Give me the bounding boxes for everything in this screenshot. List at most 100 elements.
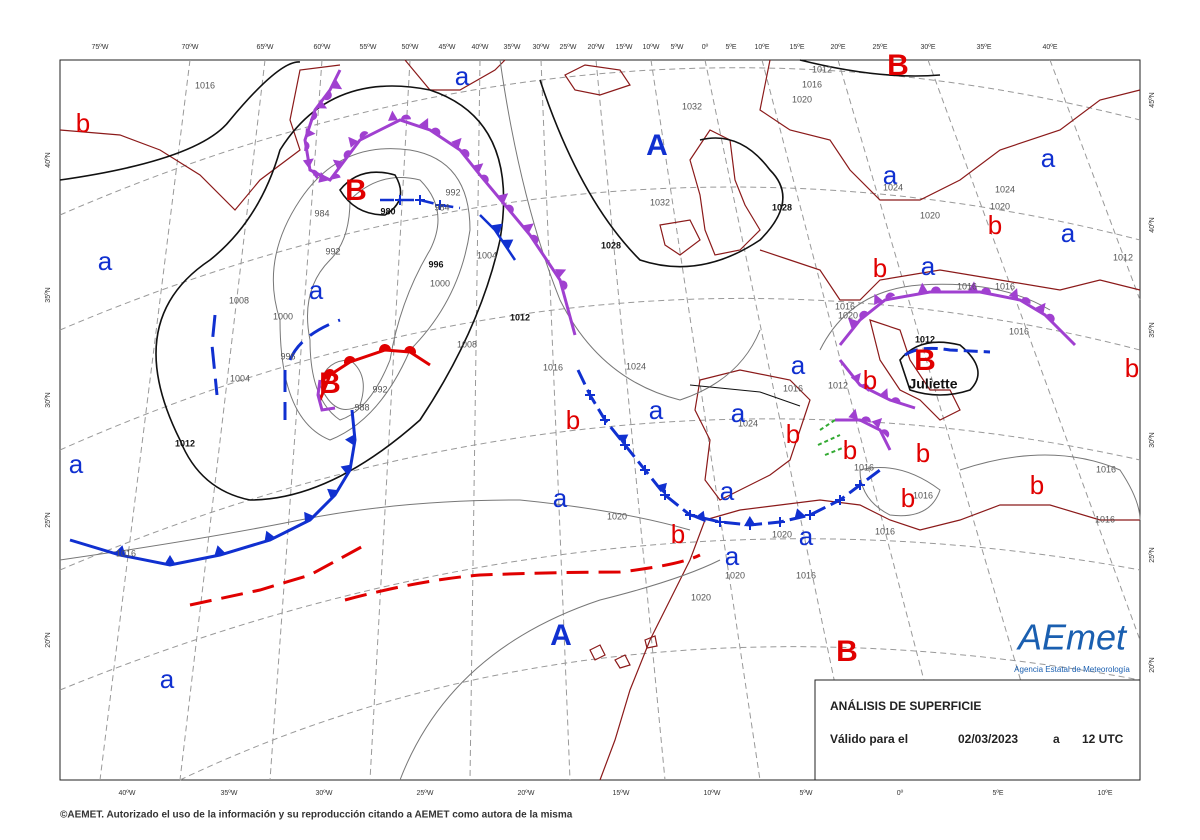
isobar-label: 1004 [230,373,250,383]
longitude-label: 25ºW [417,790,434,797]
pressure-zone: a [799,521,814,551]
pressure-center: A [550,619,572,652]
pressure-zone: a [791,350,806,380]
pressure-zone: a [309,275,324,305]
pressure-zone: a [649,395,664,425]
pressure-zone: a [921,251,936,281]
longitude-label: 35ºW [221,790,238,797]
longitude-label: 35ºW [504,44,521,51]
isobar-label: 1000 [430,278,450,288]
longitude-label: 60ºW [314,44,331,51]
isobar-label: 988 [354,402,369,412]
pressure-zone: b [566,405,580,435]
pressure-zone: a [883,160,898,190]
latitude-label: 20ºN [45,632,52,647]
longitude-label: 20ºW [588,44,605,51]
longitude-label: 30ºW [316,790,333,797]
isobar-label: 1020 [920,210,940,220]
pressure-center: B [887,49,909,82]
logo-name: AEmet [1016,617,1128,658]
isobar-label: 1016 [195,80,215,90]
latitude-label: 40ºN [1149,217,1156,232]
longitude-label: 40ºE [1042,44,1057,51]
latitude-label: 35ºN [1149,322,1156,337]
longitude-label: 0º [702,44,709,51]
valid-label: Válido para el [830,732,908,746]
isobar-label: 1032 [650,197,670,207]
isobar-label: 996 [280,351,295,361]
isobar-label: 1024 [738,418,758,428]
isobar-label: 1012 [510,312,530,322]
pressure-zone: b [671,519,685,549]
longitude-label: 40ºW [472,44,489,51]
isobar-label: 1012 [175,438,195,448]
longitude-label: 15ºE [789,44,804,51]
longitude-label: 25ºW [560,44,577,51]
longitude-label: 20ºW [518,790,535,797]
pressure-zone: a [1061,218,1076,248]
isobar-label: 1000 [273,311,293,321]
longitude-label: 0º [897,790,904,797]
fronts [69,69,1077,607]
isobar-label: 1024 [626,361,646,371]
pressure-center: B [914,344,936,377]
isobar-label: 1008 [457,339,477,349]
isobar-label: 1016 [1096,464,1116,474]
pressure-zone: b [873,253,887,283]
isobar-label: 1016 [543,362,563,372]
latitude-label: 45ºN [1149,92,1156,107]
isobar-label: 1016 [116,548,136,558]
isobar-label: 992 [372,384,387,394]
isobar-label: 1008 [229,295,249,305]
longitude-label: 10ºW [643,44,660,51]
pressure-zone: a [455,61,470,91]
isobar-label: 1016 [957,281,977,291]
pressure-zone: b [988,210,1002,240]
isobar-label: 992 [445,187,460,197]
isobar-label: 1004 [477,250,497,260]
pressure-zone: a [98,246,113,276]
pressure-zone: a [553,483,568,513]
latitude-label: 35ºN [45,287,52,302]
pressure-zone: a [720,476,735,506]
longitude-label: 65ºW [257,44,274,51]
longitude-label: 75ºW [92,44,109,51]
pressure-zone: b [76,108,90,138]
isobar-label: 1012 [915,334,935,344]
isobar-label: 1016 [875,526,895,536]
longitude-label: 10ºE [1097,790,1112,797]
isobar-label: 1024 [883,182,903,192]
latitude-label: 40ºN [45,152,52,167]
isobar-label: 1016 [1095,514,1115,524]
info-box: ANÁLISIS DE SUPERFICIE Válido para el 02… [814,679,1141,781]
isobar-label: 1020 [838,310,858,320]
longitude-label: 5ºE [725,44,736,51]
isobar-label: 1012 [1113,252,1133,262]
isobar-label: 1020 [691,592,711,602]
longitude-label: 5ºW [799,790,812,797]
latitude-label: 30ºN [1149,432,1156,447]
isobar-label: 980 [380,206,395,216]
isobar-label: 984 [434,202,449,212]
isobar-label: 1028 [601,240,621,250]
info-box-frame [814,679,1141,781]
pressure-zone: b [901,483,915,513]
isobar-label: 1016 [995,281,1015,291]
valid-separator: a [1053,732,1060,746]
latitude-label: 30ºN [45,392,52,407]
isobar-label: 1012 [812,64,832,74]
pressure-zone: b [1125,353,1139,383]
longitude-label: 5ºE [992,790,1003,797]
pressure-center: B [345,174,367,207]
longitude-label: 45ºW [439,44,456,51]
isobar-label: 1016 [802,79,822,89]
info-title: ANÁLISIS DE SUPERFICIE [830,698,981,713]
longitude-label: 35ºE [976,44,991,51]
isobar-label: 1016 [1009,326,1029,336]
isobar-label: 1020 [607,511,627,521]
longitude-label: 40ºW [119,790,136,797]
isobar-label: 1016 [913,490,933,500]
pressure-zone: b [863,365,877,395]
pressure-zone: b [1030,470,1044,500]
